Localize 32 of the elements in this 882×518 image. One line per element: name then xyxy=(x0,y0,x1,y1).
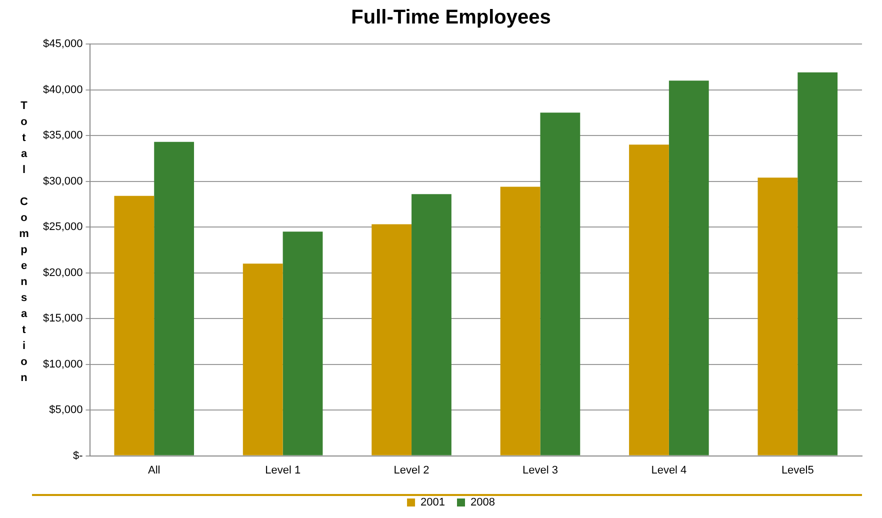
y-tick-label: $35,000 xyxy=(42,130,83,142)
legend-label: 2001 xyxy=(420,496,446,509)
bar xyxy=(668,80,709,456)
y-tick-label: $5,000 xyxy=(49,404,83,416)
y-tick-label: $25,000 xyxy=(42,221,83,234)
x-tick-label: Level 1 xyxy=(265,464,301,476)
bar xyxy=(412,194,452,456)
x-tick-label: Level5 xyxy=(781,464,814,476)
y-tick-label: $40,000 xyxy=(42,84,83,96)
x-tick-label: Level 2 xyxy=(394,464,430,476)
bar xyxy=(540,112,580,456)
bar xyxy=(372,224,412,456)
x-tick-label: Level 3 xyxy=(522,464,558,476)
x-tick-label: Level 4 xyxy=(651,464,687,476)
y-tick-label: $30,000 xyxy=(42,175,83,188)
bar xyxy=(798,72,838,456)
bar xyxy=(114,196,154,456)
legend-label: 2008 xyxy=(470,496,495,509)
y-tick-label: $15,000 xyxy=(42,312,83,325)
y-tick-label: $45,000 xyxy=(42,38,83,50)
bar xyxy=(242,264,283,456)
x-tick-label: All xyxy=(148,464,160,476)
bar xyxy=(282,232,323,456)
bar xyxy=(500,186,540,456)
y-tick-label: $- xyxy=(72,450,84,462)
bar xyxy=(758,178,798,456)
bar xyxy=(154,142,194,456)
chart-title: Full-Time Employees xyxy=(351,6,551,29)
y-tick-label: $10,000 xyxy=(42,358,83,370)
bar xyxy=(629,144,669,456)
y-axis-title: Total Compensation xyxy=(18,100,30,388)
y-tick-label: $20,000 xyxy=(42,266,83,279)
